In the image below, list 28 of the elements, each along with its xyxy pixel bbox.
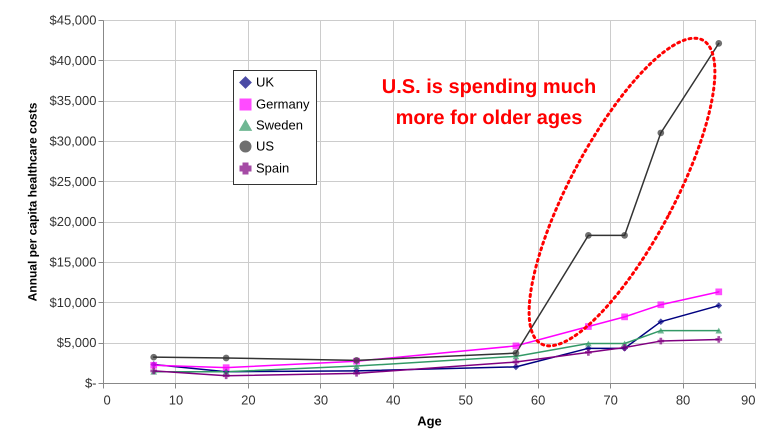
x-tick-label: 50 [458,392,473,408]
legend-label: UK [256,74,274,90]
y-tick-label: $25,000 [50,174,96,189]
x-axis-title: Age [417,414,442,428]
x-tick-label: 70 [603,392,618,408]
y-tick-label: $45,000 [50,12,96,28]
legend-label: US [256,138,274,154]
legend-label: Sweden [256,118,303,132]
x-tick-label: 10 [168,392,184,408]
x-tick-label: 0 [104,392,111,408]
y-tick-label: $20,000 [50,214,96,230]
y-tick-label: $40,000 [50,52,96,68]
y-tick-label: $- [84,376,96,390]
y-tick-label: $30,000 [50,134,96,148]
x-tick-label: 60 [530,392,546,408]
legend-label: Spain [256,160,290,176]
x-tick-label: 90 [741,392,756,408]
x-tick-label: 40 [386,392,401,408]
x-tick-label: 30 [314,392,328,408]
annotation: U.S. is spending much more for older ages [382,76,596,129]
x-tick-label: 80 [676,392,690,408]
y-tick-label: $35,000 [50,93,96,108]
x-tick-label: 20 [241,392,256,408]
y-axis-title: Annual per capita healthcare costs [26,102,40,302]
y-tick-label: $5,000 [56,335,96,350]
y-tick-label: $15,000 [50,254,96,270]
legend-label: Germany [256,96,310,112]
y-tick-label: $10,000 [50,294,96,310]
